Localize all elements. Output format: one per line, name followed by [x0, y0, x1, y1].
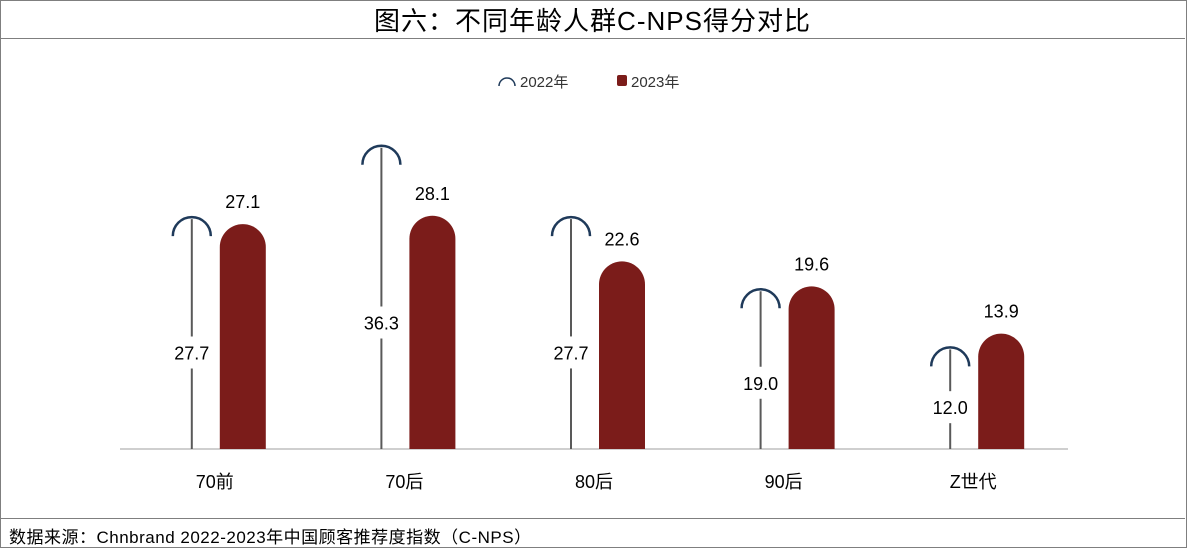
data-label-2022: 36.3 — [364, 313, 399, 333]
data-label-2023: 27.1 — [225, 192, 260, 212]
data-label-2023: 28.1 — [415, 184, 450, 204]
source-note: 数据来源：Chnbrand 2022-2023年中国顾客推荐度指数（C-NPS） — [9, 528, 532, 547]
bar-2022-cap — [929, 346, 971, 367]
bar-2023 — [409, 215, 456, 449]
data-label-2022: 27.7 — [553, 343, 588, 363]
x-tick-label: 70后 — [385, 472, 423, 492]
x-tick-label: 70前 — [196, 472, 234, 492]
data-label-2023: 13.9 — [984, 302, 1019, 322]
data-label-2023: 22.6 — [604, 229, 639, 249]
bar-2023 — [219, 224, 266, 449]
x-tick-label: 90后 — [765, 472, 803, 492]
chart-title: 图六：不同年龄人群C-NPS得分对比 — [374, 5, 811, 36]
data-label-2023: 19.6 — [794, 254, 829, 274]
bar-2023 — [788, 286, 835, 449]
bar-2022-cap — [740, 288, 781, 309]
legend-2022-marker — [498, 77, 516, 87]
source-bar: 数据来源：Chnbrand 2022-2023年中国顾客推荐度指数（C-NPS） — [0, 518, 1185, 547]
x-tick-label: Z世代 — [950, 472, 997, 492]
x-tick-label: 80后 — [575, 472, 613, 492]
bar-2023 — [978, 333, 1025, 449]
data-label-2022: 12.0 — [933, 398, 968, 418]
legend-2023-label: 2023年 — [631, 74, 679, 91]
legend-2023-marker — [617, 75, 627, 86]
bar-2023 — [599, 261, 645, 449]
bar-2022-cap — [171, 215, 213, 237]
title-bar: 图六：不同年龄人群C-NPS得分对比 — [0, 0, 1185, 39]
legend-2022-label: 2022年 — [520, 74, 568, 91]
data-label-2022: 19.0 — [743, 374, 778, 394]
bar-2022-cap — [550, 215, 592, 237]
bar-2022-cap — [361, 144, 402, 165]
data-label-2022: 27.7 — [174, 343, 209, 363]
